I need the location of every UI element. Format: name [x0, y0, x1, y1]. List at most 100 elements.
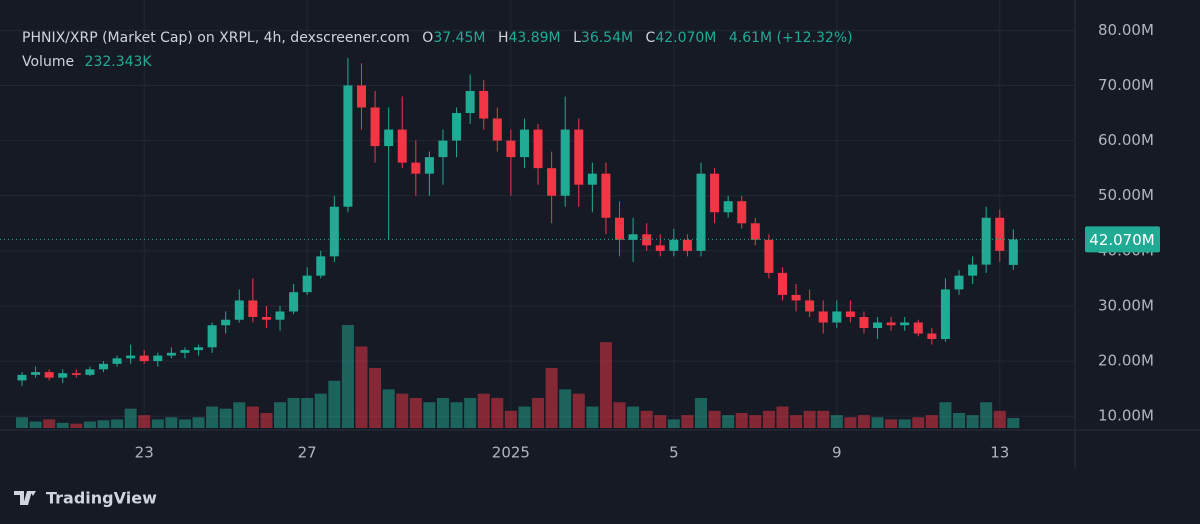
x-tick-label: 27 [298, 444, 317, 462]
candle-body [845, 311, 855, 317]
header-line: PHNIX/XRP (Market Cap) on XRPL, 4h, dexs… [22, 26, 853, 50]
candle-body [818, 311, 828, 323]
candle-body [343, 85, 353, 207]
volume-bar [382, 389, 395, 428]
candle-body [913, 322, 923, 334]
candle-body [424, 157, 434, 174]
volume-bar [369, 367, 382, 428]
volume-bar [545, 367, 558, 428]
volume-bar [898, 419, 911, 428]
candle-body [465, 90, 475, 114]
volume-bar [803, 410, 816, 428]
volume-bar [301, 397, 314, 428]
volume-bar [450, 402, 463, 428]
volume-bar [980, 402, 993, 428]
candle-body [587, 173, 597, 185]
candle-body [275, 311, 285, 320]
volume-bar [667, 419, 680, 428]
volume-bar [97, 420, 110, 428]
readout-value: 37.45M [433, 30, 486, 46]
candle-body [302, 275, 312, 293]
y-tick-label: 80.00M [1098, 21, 1154, 39]
candle-body [261, 316, 271, 320]
candle-body [221, 319, 231, 326]
candle-body [696, 173, 706, 251]
candle-body [873, 322, 883, 329]
volume-bar [83, 421, 96, 428]
volume-bar [233, 402, 246, 428]
candle-body [655, 245, 665, 251]
candle-body [153, 355, 163, 362]
candle-body [628, 234, 638, 240]
volume-bar [491, 397, 504, 428]
last-price-box [1085, 226, 1160, 253]
candle-body [370, 107, 380, 147]
candle-body [492, 118, 502, 141]
volume-bar [260, 412, 273, 428]
volume-bar [953, 412, 966, 428]
volume-bar [871, 417, 884, 428]
volume-value: 232.343K [84, 54, 152, 70]
volume-bar [857, 415, 870, 428]
x-tick-label: 9 [832, 444, 842, 462]
candle-body [669, 239, 679, 251]
candle-body [805, 300, 815, 312]
readout-value: 43.89M [508, 30, 561, 46]
candle-body [289, 292, 299, 312]
candle-body [44, 372, 54, 378]
volume-bar [749, 415, 762, 428]
candle-body [601, 173, 611, 218]
candle-body [777, 272, 787, 295]
y-tick-label: 50.00M [1098, 186, 1154, 204]
brand-name: TradingView [46, 489, 157, 508]
volume-bar [477, 393, 490, 428]
candle-body [927, 333, 937, 340]
volume-bar [423, 402, 436, 428]
volume-bar [654, 415, 667, 428]
volume-bar [722, 415, 735, 428]
volume-bar [16, 417, 28, 428]
candle-body [886, 322, 896, 326]
volume-bar [613, 402, 626, 428]
readout-key: H [497, 30, 509, 46]
volume-bar [43, 419, 56, 428]
candle-body [737, 201, 747, 224]
candle-body [479, 90, 489, 119]
candle-body [234, 300, 244, 320]
candle-body [397, 129, 407, 163]
candle-body [31, 372, 41, 375]
volume-bar [29, 421, 42, 428]
candle-body [357, 85, 366, 108]
candle-body [750, 223, 760, 240]
volume-bar [355, 346, 368, 428]
brand-icon [14, 491, 36, 505]
x-tick-label: 13 [990, 444, 1009, 462]
readout-key: O [422, 30, 434, 46]
candle-body [248, 300, 258, 317]
candle-body [112, 358, 122, 364]
volume-bar [762, 410, 775, 428]
candle-body [384, 129, 394, 147]
candle-body [166, 352, 176, 356]
volume-bar [138, 415, 151, 428]
candle-body [995, 217, 1005, 251]
readout-key: C [645, 30, 656, 46]
volume-bar [111, 419, 124, 428]
y-tick-label: 10.00M [1098, 407, 1154, 425]
y-tick-label: 60.00M [1098, 131, 1154, 149]
x-tick-label: 2025 [492, 444, 530, 462]
candle-body [642, 234, 652, 246]
candle-body [207, 325, 217, 348]
y-tick-label: 70.00M [1098, 76, 1154, 94]
x-tick-label: 5 [669, 444, 679, 462]
volume-bar [993, 410, 1006, 428]
volume-bar [328, 380, 341, 428]
candle-body [981, 217, 991, 265]
candle-body [316, 256, 326, 276]
candle-body [832, 311, 842, 323]
candle-body [180, 350, 190, 353]
volume-bar [219, 408, 232, 428]
volume-bar [165, 417, 178, 428]
